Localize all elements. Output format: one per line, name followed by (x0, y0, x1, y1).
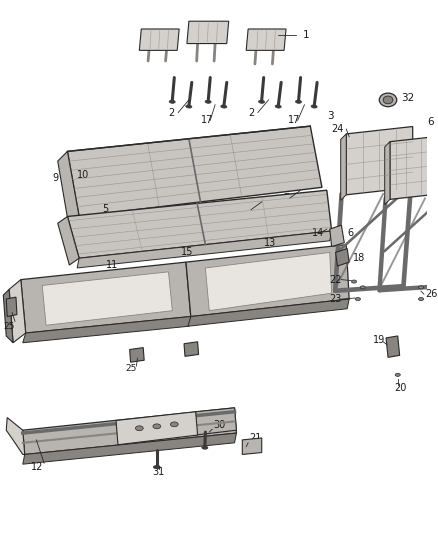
Text: 21: 21 (249, 433, 261, 443)
Polygon shape (116, 411, 198, 445)
Text: 15: 15 (181, 247, 194, 257)
Ellipse shape (135, 426, 143, 431)
Ellipse shape (205, 100, 211, 103)
Ellipse shape (355, 297, 360, 301)
Polygon shape (23, 408, 237, 455)
Ellipse shape (186, 105, 192, 108)
Ellipse shape (221, 105, 227, 108)
Ellipse shape (275, 105, 281, 108)
Polygon shape (186, 245, 349, 317)
Ellipse shape (153, 465, 160, 469)
Polygon shape (341, 134, 346, 200)
Ellipse shape (153, 424, 161, 429)
Ellipse shape (360, 286, 365, 289)
Text: 20: 20 (394, 383, 406, 393)
Text: 2: 2 (248, 108, 254, 118)
Polygon shape (386, 336, 399, 357)
Polygon shape (187, 21, 229, 44)
Polygon shape (246, 29, 286, 50)
Polygon shape (346, 126, 413, 195)
Polygon shape (6, 297, 17, 317)
Text: 22: 22 (329, 274, 341, 285)
Text: 6: 6 (427, 117, 434, 127)
Polygon shape (58, 216, 79, 265)
Text: 26: 26 (425, 289, 437, 299)
Ellipse shape (311, 105, 317, 108)
Polygon shape (21, 262, 191, 333)
Text: 5: 5 (102, 204, 109, 214)
Polygon shape (23, 433, 237, 464)
Polygon shape (4, 289, 13, 343)
Text: 10: 10 (77, 169, 89, 180)
Text: 4: 4 (127, 216, 134, 227)
Text: 14: 14 (312, 228, 325, 238)
Ellipse shape (169, 100, 175, 103)
Text: 30: 30 (213, 421, 226, 430)
Text: 17: 17 (288, 115, 300, 125)
Text: 7: 7 (283, 193, 290, 203)
Text: 31: 31 (152, 467, 164, 477)
Polygon shape (6, 417, 25, 455)
Ellipse shape (395, 373, 400, 376)
Text: 9: 9 (52, 173, 58, 183)
Text: 25: 25 (126, 365, 137, 374)
Ellipse shape (351, 280, 357, 283)
Text: 12: 12 (31, 462, 43, 472)
Text: 23: 23 (329, 294, 341, 304)
Text: 13: 13 (264, 238, 276, 248)
Text: 25: 25 (4, 322, 15, 331)
Polygon shape (139, 29, 179, 50)
Polygon shape (23, 317, 191, 343)
Polygon shape (205, 253, 332, 311)
Text: 6: 6 (347, 228, 353, 238)
Ellipse shape (170, 422, 178, 427)
Text: 24: 24 (332, 124, 344, 134)
Text: 32: 32 (402, 93, 415, 103)
Text: 2: 2 (169, 108, 175, 118)
Text: 1: 1 (303, 30, 309, 40)
Polygon shape (188, 299, 349, 326)
Polygon shape (58, 151, 79, 229)
Polygon shape (390, 135, 438, 199)
Text: 18: 18 (353, 253, 365, 263)
Text: 8: 8 (242, 205, 248, 215)
Polygon shape (77, 231, 332, 268)
Ellipse shape (419, 286, 424, 289)
Text: 17: 17 (201, 115, 213, 125)
Ellipse shape (419, 297, 424, 301)
Ellipse shape (202, 446, 208, 449)
Polygon shape (184, 342, 198, 357)
Polygon shape (330, 225, 344, 247)
Polygon shape (336, 248, 349, 266)
Polygon shape (67, 126, 322, 216)
Polygon shape (130, 348, 144, 362)
Text: 3: 3 (327, 111, 333, 122)
Polygon shape (42, 272, 173, 325)
Polygon shape (9, 280, 26, 343)
Ellipse shape (379, 93, 397, 107)
Polygon shape (242, 438, 262, 455)
Text: 19: 19 (372, 335, 385, 345)
Polygon shape (67, 190, 332, 259)
Polygon shape (385, 142, 390, 205)
Ellipse shape (258, 100, 265, 103)
Polygon shape (196, 408, 237, 435)
Ellipse shape (295, 100, 301, 103)
Text: 11: 11 (106, 260, 119, 270)
Ellipse shape (383, 96, 393, 104)
